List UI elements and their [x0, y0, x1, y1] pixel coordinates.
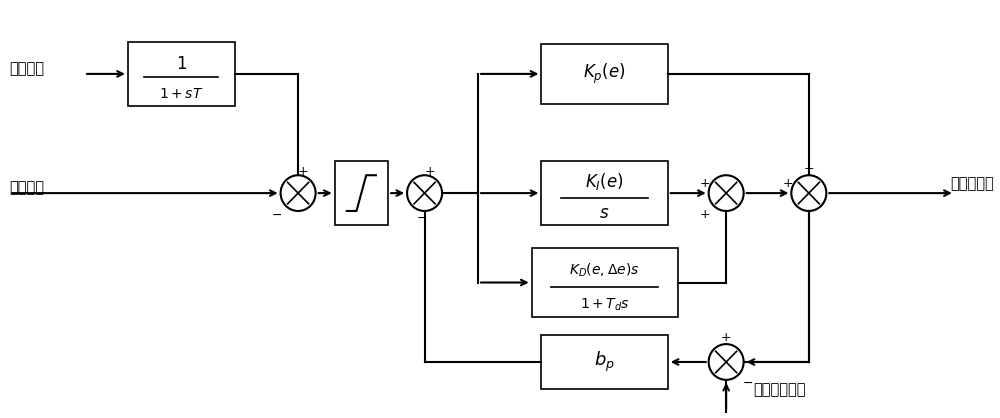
Text: 控制器输出: 控制器输出 — [950, 176, 994, 191]
FancyBboxPatch shape — [128, 42, 235, 106]
Text: −: − — [416, 212, 427, 224]
Text: +: + — [782, 177, 793, 190]
Text: −: − — [742, 377, 753, 390]
FancyBboxPatch shape — [541, 44, 668, 104]
Text: $1+sT$: $1+sT$ — [159, 87, 204, 101]
FancyBboxPatch shape — [335, 161, 388, 225]
Text: $b_p$: $b_p$ — [594, 350, 615, 374]
Text: $1$: $1$ — [176, 55, 187, 73]
Text: +: + — [721, 331, 731, 344]
Text: +: + — [699, 209, 710, 222]
Text: $K_D(e,\Delta e)s$: $K_D(e,\Delta e)s$ — [569, 262, 640, 279]
FancyBboxPatch shape — [541, 335, 668, 389]
Text: 机频反馈: 机频反馈 — [9, 61, 44, 76]
FancyBboxPatch shape — [541, 161, 668, 225]
Text: $1+T_d s$: $1+T_d s$ — [580, 296, 629, 313]
Text: $K_I(e)$: $K_I(e)$ — [585, 171, 624, 192]
Text: $K_p(e)$: $K_p(e)$ — [583, 62, 626, 86]
Text: $s$: $s$ — [599, 204, 610, 222]
Text: +: + — [699, 177, 710, 190]
Text: +: + — [298, 165, 308, 178]
Text: 机频给定: 机频给定 — [9, 181, 44, 196]
Text: +: + — [424, 165, 435, 178]
Text: +: + — [804, 162, 814, 175]
FancyBboxPatch shape — [532, 248, 678, 317]
Text: 导叶开度给定: 导叶开度给定 — [753, 382, 806, 397]
Text: −: − — [271, 209, 282, 222]
